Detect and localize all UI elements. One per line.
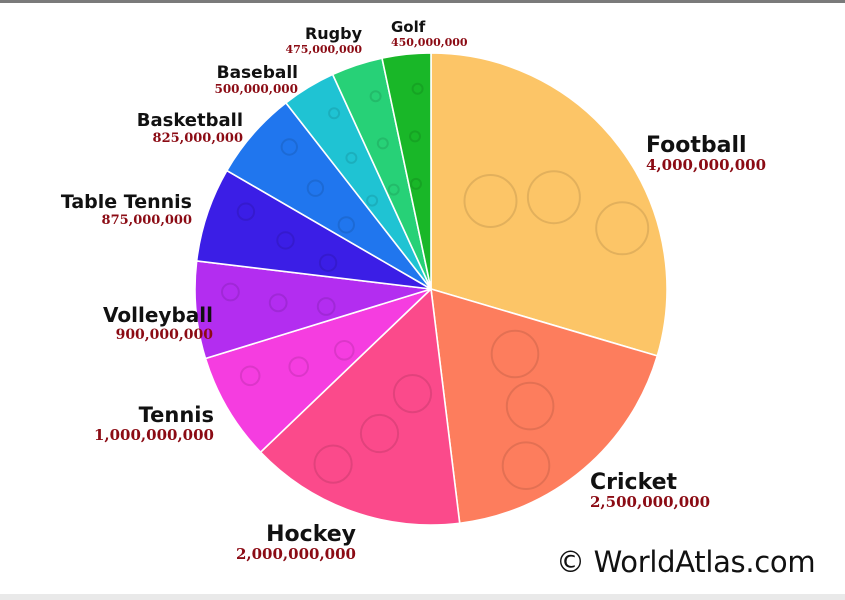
slice-pattern-decoration — [337, 216, 355, 234]
slice-pattern-decoration — [387, 183, 400, 196]
top-border — [0, 0, 845, 3]
slice-pattern-decoration — [345, 151, 358, 164]
pie-slice-cricket — [430, 287, 659, 525]
slice-pattern-decoration — [288, 356, 310, 378]
slice-pattern-decoration — [369, 90, 382, 103]
slice-value-cricket: 2,500,000,000 — [590, 493, 710, 511]
slice-pattern-decoration — [505, 381, 555, 431]
slice-pattern-decoration — [409, 130, 421, 143]
slice-pattern-decoration — [268, 293, 288, 313]
slice-label-hockey: Hockey — [266, 522, 356, 547]
pie-slice-football — [430, 52, 668, 357]
slice-label-volleyball: Volleyball — [103, 303, 213, 327]
slice-pattern-decoration — [411, 82, 424, 95]
slice-pattern-decoration — [526, 170, 581, 225]
slice-pattern-decoration — [280, 138, 298, 156]
slice-label-football: Football — [646, 133, 747, 158]
slice-pattern-decoration — [376, 137, 389, 150]
slice-label-table-tennis: Table Tennis — [61, 191, 192, 213]
pie-slice-golf — [381, 52, 432, 290]
slice-pattern-decoration — [334, 340, 355, 361]
slice-value-tennis: 1,000,000,000 — [94, 426, 214, 444]
pie-slices — [194, 52, 668, 526]
slice-pattern-decoration — [366, 194, 379, 207]
slice-pattern-decoration — [595, 201, 650, 256]
slice-pattern-decoration — [313, 444, 353, 484]
pie-slice-hockey — [259, 287, 461, 526]
slice-pattern-decoration — [359, 413, 400, 454]
slice-value-baseball: 500,000,000 — [214, 82, 298, 96]
slice-label-baseball: Baseball — [217, 63, 298, 83]
slice-pattern-decoration — [306, 179, 325, 197]
watermark-text: © WorldAtlas.com — [556, 545, 816, 579]
slice-value-basketball: 825,000,000 — [153, 131, 243, 146]
slice-pattern-decoration — [410, 177, 422, 190]
slice-pattern-decoration — [239, 365, 261, 387]
slice-label-basketball: Basketball — [137, 110, 243, 131]
slice-pattern-decoration — [392, 374, 433, 414]
slice-pattern-decoration — [318, 253, 338, 272]
slice-pattern-decoration — [316, 297, 336, 316]
slice-label-cricket: Cricket — [590, 470, 678, 495]
slice-label-golf: Golf — [391, 18, 426, 36]
slice-label-tennis: Tennis — [139, 403, 214, 427]
bottom-border — [0, 594, 845, 600]
slice-value-rugby: 475,000,000 — [285, 43, 362, 56]
slice-pattern-decoration — [236, 202, 256, 221]
slice-pattern-decoration — [221, 282, 240, 302]
slice-label-rugby: Rugby — [305, 24, 363, 43]
slice-value-volleyball: 900,000,000 — [116, 327, 214, 343]
slice-value-hockey: 2,000,000,000 — [236, 545, 356, 563]
slice-value-golf: 450,000,000 — [391, 36, 468, 49]
slice-pattern-decoration — [501, 441, 551, 491]
slice-pattern-decoration — [490, 329, 540, 379]
slice-pattern-decoration — [328, 107, 341, 120]
slice-value-table-tennis: 875,000,000 — [102, 213, 192, 228]
slice-pattern-decoration — [463, 174, 518, 228]
pie-slice-tennis — [204, 288, 432, 454]
slice-pattern-decoration — [276, 231, 295, 250]
slice-value-football: 4,000,000,000 — [646, 156, 766, 174]
